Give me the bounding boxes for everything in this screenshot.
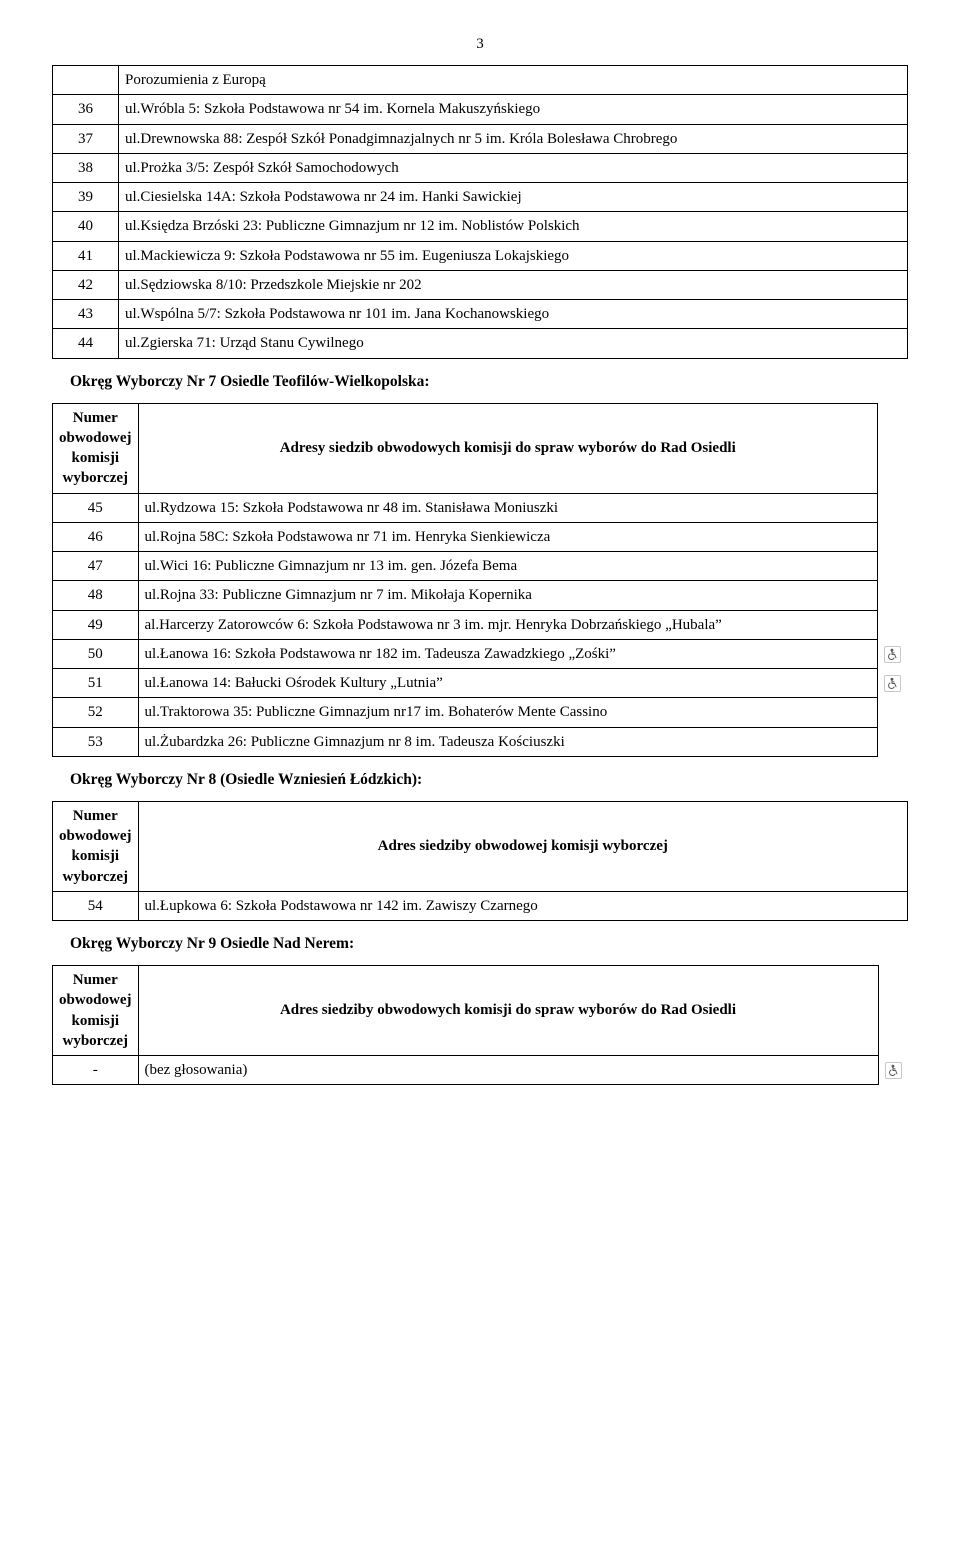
row-number: 44 xyxy=(53,329,119,358)
table-row: 50ul.Łanowa 16: Szkoła Podstawowa nr 182… xyxy=(53,639,908,668)
row-number: 51 xyxy=(53,669,139,698)
table-district-9: Numer obwodowej komisji wyborczej Adres … xyxy=(52,965,908,1085)
row-address: ul.Zgierska 71: Urząd Stanu Cywilnego xyxy=(119,329,908,358)
table-header-row: Numer obwodowej komisji wyborczej Adresy… xyxy=(53,403,908,493)
header-col-number: Numer obwodowej komisji wyborczej xyxy=(53,966,139,1056)
row-address: ul.Ciesielska 14A: Szkoła Podstawowa nr … xyxy=(119,183,908,212)
row-accessibility-icon-cell xyxy=(878,552,908,581)
row-accessibility-icon-cell xyxy=(878,639,908,668)
row-number: 45 xyxy=(53,493,139,522)
table-header-row: Numer obwodowej komisji wyborczej Adres … xyxy=(53,801,908,891)
table-district-continuation: Porozumienia z Europą36ul.Wróbla 5: Szko… xyxy=(52,65,908,359)
table-row: 40ul.Księdza Brzóski 23: Publiczne Gimna… xyxy=(53,212,908,241)
header-col-address: Adres siedziby obwodowej komisji wyborcz… xyxy=(138,801,908,891)
row-address: ul.Księdza Brzóski 23: Publiczne Gimnazj… xyxy=(119,212,908,241)
row-accessibility-icon-cell xyxy=(878,669,908,698)
row-address: ul.Żubardzka 26: Publiczne Gimnazjum nr … xyxy=(138,727,878,756)
row-number: 48 xyxy=(53,581,139,610)
table-row: 38ul.Prożka 3/5: Zespół Szkół Samochodow… xyxy=(53,153,908,182)
section-8-heading: Okręg Wyborczy Nr 8 (Osiedle Wzniesień Ł… xyxy=(70,771,908,789)
row-address: ul.Wici 16: Publiczne Gimnazjum nr 13 im… xyxy=(138,552,878,581)
row-address: ul.Łanowa 14: Bałucki Ośrodek Kultury „L… xyxy=(138,669,878,698)
table-row: 48ul.Rojna 33: Publiczne Gimnazjum nr 7 … xyxy=(53,581,908,610)
header-col-address: Adresy siedzib obwodowych komisji do spr… xyxy=(138,403,878,493)
table-row: 44ul.Zgierska 71: Urząd Stanu Cywilnego xyxy=(53,329,908,358)
row-accessibility-icon-cell xyxy=(878,522,908,551)
row-address: ul.Prożka 3/5: Zespół Szkół Samochodowyc… xyxy=(119,153,908,182)
row-number: 41 xyxy=(53,241,119,270)
table-row: 45ul.Rydzowa 15: Szkoła Podstawowa nr 48… xyxy=(53,493,908,522)
table-row: 47ul.Wici 16: Publiczne Gimnazjum nr 13 … xyxy=(53,552,908,581)
table-row: 43ul.Wspólna 5/7: Szkoła Podstawowa nr 1… xyxy=(53,300,908,329)
wheelchair-icon xyxy=(884,675,901,692)
row-accessibility-icon-cell xyxy=(878,610,908,639)
section-9-heading: Okręg Wyborczy Nr 9 Osiedle Nad Nerem: xyxy=(70,935,908,953)
row-address: ul.Mackiewicza 9: Szkoła Podstawowa nr 5… xyxy=(119,241,908,270)
row-number: 50 xyxy=(53,639,139,668)
row-address: al.Harcerzy Zatorowców 6: Szkoła Podstaw… xyxy=(138,610,878,639)
row-address: ul.Drewnowska 88: Zespół Szkół Ponadgimn… xyxy=(119,124,908,153)
header-col-number: Numer obwodowej komisji wyborczej xyxy=(53,801,139,891)
header-col-number: Numer obwodowej komisji wyborczej xyxy=(53,403,139,493)
row-address: ul.Rojna 58C: Szkoła Podstawowa nr 71 im… xyxy=(138,522,878,551)
row-address: ul.Traktorowa 35: Publiczne Gimnazjum nr… xyxy=(138,698,878,727)
table-row: 53ul.Żubardzka 26: Publiczne Gimnazjum n… xyxy=(53,727,908,756)
table-row: 39ul.Ciesielska 14A: Szkoła Podstawowa n… xyxy=(53,183,908,212)
row-accessibility-icon-cell xyxy=(878,581,908,610)
row-number: 38 xyxy=(53,153,119,182)
row-number: 49 xyxy=(53,610,139,639)
table-row: 51ul.Łanowa 14: Bałucki Ośrodek Kultury … xyxy=(53,669,908,698)
row-address: ul.Łupkowa 6: Szkoła Podstawowa nr 142 i… xyxy=(138,891,908,920)
row-number: 43 xyxy=(53,300,119,329)
row-address: ul.Wróbla 5: Szkoła Podstawowa nr 54 im.… xyxy=(119,95,908,124)
row-accessibility-icon-cell xyxy=(878,698,908,727)
section-7-heading: Okręg Wyborczy Nr 7 Osiedle Teofilów-Wie… xyxy=(70,373,908,391)
wheelchair-icon xyxy=(885,1062,902,1079)
table-district-8: Numer obwodowej komisji wyborczej Adres … xyxy=(52,801,908,921)
table-row: 46ul.Rojna 58C: Szkoła Podstawowa nr 71 … xyxy=(53,522,908,551)
row-address: (bez głosowania) xyxy=(138,1056,878,1085)
header-icon-spacer xyxy=(878,966,908,1056)
row-number: 46 xyxy=(53,522,139,551)
row-address: Porozumienia z Europą xyxy=(119,66,908,95)
row-address: ul.Sędziowska 8/10: Przedszkole Miejskie… xyxy=(119,270,908,299)
table-row: 52ul.Traktorowa 35: Publiczne Gimnazjum … xyxy=(53,698,908,727)
row-address: ul.Wspólna 5/7: Szkoła Podstawowa nr 101… xyxy=(119,300,908,329)
table-row: 42ul.Sędziowska 8/10: Przedszkole Miejsk… xyxy=(53,270,908,299)
row-number: 39 xyxy=(53,183,119,212)
table-row: 49al.Harcerzy Zatorowców 6: Szkoła Podst… xyxy=(53,610,908,639)
row-number: 42 xyxy=(53,270,119,299)
row-number: 40 xyxy=(53,212,119,241)
page-number: 3 xyxy=(52,36,908,53)
table-header-row: Numer obwodowej komisji wyborczej Adres … xyxy=(53,966,908,1056)
row-accessibility-icon-cell xyxy=(878,493,908,522)
table-row: 37ul.Drewnowska 88: Zespół Szkół Ponadgi… xyxy=(53,124,908,153)
row-number: 47 xyxy=(53,552,139,581)
wheelchair-icon xyxy=(884,646,901,663)
row-number: 54 xyxy=(53,891,139,920)
row-accessibility-icon-cell xyxy=(878,1056,908,1085)
table-row: 36ul.Wróbla 5: Szkoła Podstawowa nr 54 i… xyxy=(53,95,908,124)
row-number xyxy=(53,66,119,95)
table-row: Porozumienia z Europą xyxy=(53,66,908,95)
row-number: 36 xyxy=(53,95,119,124)
row-address: ul.Łanowa 16: Szkoła Podstawowa nr 182 i… xyxy=(138,639,878,668)
row-number: - xyxy=(53,1056,139,1085)
header-col-address: Adres siedziby obwodowych komisji do spr… xyxy=(138,966,878,1056)
row-number: 37 xyxy=(53,124,119,153)
row-number: 52 xyxy=(53,698,139,727)
table-row: 54ul.Łupkowa 6: Szkoła Podstawowa nr 142… xyxy=(53,891,908,920)
table-row: -(bez głosowania) xyxy=(53,1056,908,1085)
table-row: 41ul.Mackiewicza 9: Szkoła Podstawowa nr… xyxy=(53,241,908,270)
table-district-7: Numer obwodowej komisji wyborczej Adresy… xyxy=(52,403,908,757)
row-address: ul.Rydzowa 15: Szkoła Podstawowa nr 48 i… xyxy=(138,493,878,522)
row-address: ul.Rojna 33: Publiczne Gimnazjum nr 7 im… xyxy=(138,581,878,610)
header-icon-spacer xyxy=(878,403,908,493)
row-number: 53 xyxy=(53,727,139,756)
row-accessibility-icon-cell xyxy=(878,727,908,756)
